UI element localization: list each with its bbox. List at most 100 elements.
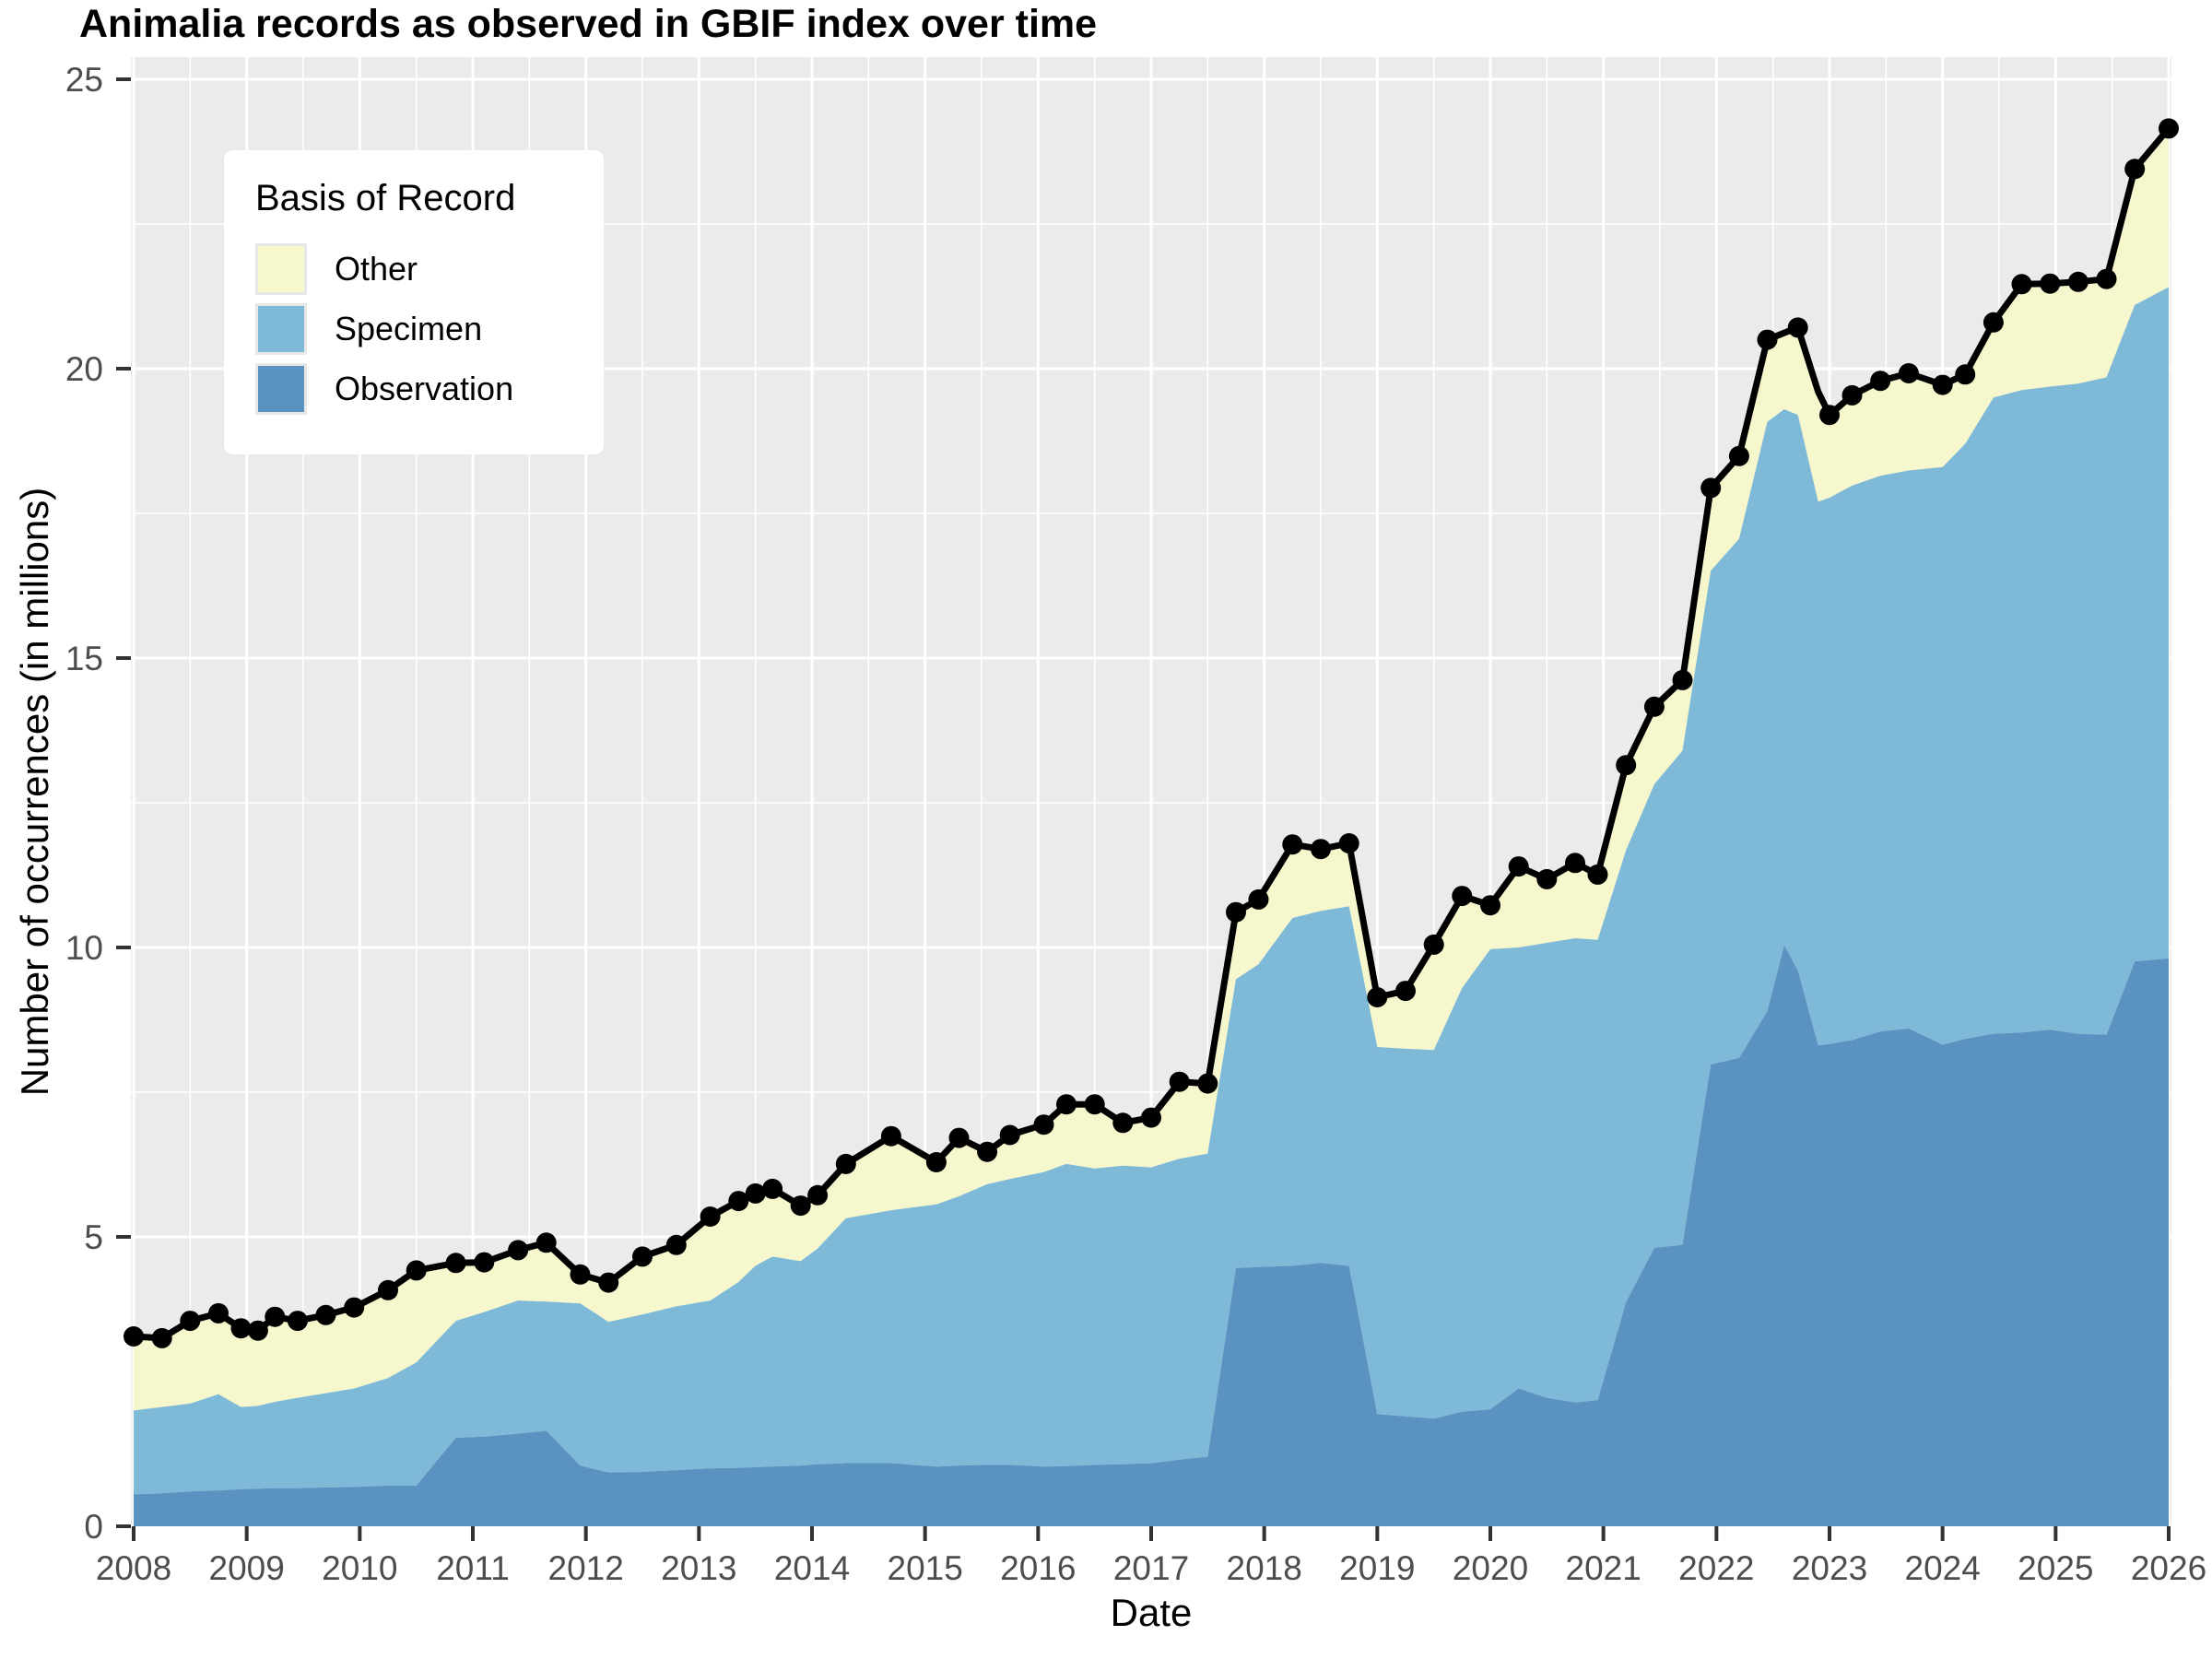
- total-point: [570, 1264, 591, 1285]
- x-tick-label: 2013: [661, 1549, 736, 1587]
- legend-label-observation: Observation: [335, 370, 514, 407]
- total-point: [1141, 1107, 1161, 1128]
- total-point: [1565, 853, 1585, 874]
- total-point: [1508, 856, 1529, 877]
- total-point: [1757, 329, 1778, 350]
- total-points: [124, 118, 2179, 1348]
- x-tick-label: 2018: [1227, 1549, 1302, 1587]
- x-tick-label: 2021: [1566, 1549, 1641, 1587]
- total-point: [700, 1206, 721, 1227]
- legend-title: Basis of Record: [255, 178, 516, 218]
- y-tick-label: 10: [65, 929, 103, 967]
- y-tick-labels: 0 5 10 15 20 25: [65, 61, 103, 1546]
- total-point: [1056, 1094, 1077, 1115]
- total-point: [1932, 374, 1953, 395]
- total-point: [1841, 384, 1863, 406]
- total-point: [728, 1191, 749, 1212]
- total-point: [1898, 363, 1919, 383]
- total-point: [208, 1302, 229, 1324]
- x-tick-label: 2009: [209, 1549, 285, 1587]
- total-point: [1423, 934, 1444, 955]
- y-tick-label: 15: [65, 640, 103, 677]
- total-point: [1311, 839, 1331, 860]
- total-point: [1338, 833, 1359, 853]
- y-tick-label: 20: [65, 350, 103, 388]
- x-tick-label: 2014: [774, 1549, 850, 1587]
- total-point: [1480, 895, 1500, 916]
- area-other: [134, 128, 2169, 1411]
- total-point: [1112, 1112, 1134, 1134]
- total-point: [124, 1326, 144, 1347]
- x-tick-label: 2017: [1113, 1549, 1189, 1587]
- total-point: [247, 1320, 268, 1341]
- total-point: [535, 1232, 557, 1253]
- axis-tick-marks: [116, 77, 2171, 1541]
- total-point: [1197, 1073, 1218, 1094]
- total-point: [1033, 1114, 1054, 1135]
- total-point: [1282, 834, 1303, 855]
- y-axis-title: Number of occurrences (in millions): [13, 487, 56, 1097]
- legend-item-specimen: Specimen: [255, 303, 604, 355]
- total-point: [1643, 696, 1665, 717]
- legend-item-other: Other: [255, 243, 604, 295]
- total-point: [948, 1127, 970, 1148]
- total-point: [1728, 445, 1749, 466]
- total-point: [378, 1279, 398, 1300]
- legend: Basis of Record Other Specimen Observati…: [224, 150, 604, 454]
- legend-swatch-observation-icon: [255, 363, 307, 415]
- total-point: [598, 1272, 619, 1293]
- total-point: [977, 1141, 998, 1162]
- total-point: [151, 1327, 172, 1348]
- area-specimen: [134, 287, 2169, 1495]
- total-point: [1955, 364, 1976, 385]
- total-point: [1616, 755, 1637, 776]
- legend-item-observation: Observation: [255, 363, 604, 415]
- total-point: [2040, 273, 2061, 294]
- total-point: [1536, 868, 1558, 889]
- total-point: [1870, 371, 1891, 392]
- x-tick-labels: 2008 2009 2010 2011 2012 2013 2014 2015 2016 2017…: [96, 1549, 2206, 1587]
- chart-title: Animalia records as observed in GBIF ind…: [79, 2, 1098, 46]
- total-point: [1169, 1071, 1190, 1092]
- total-point: [315, 1304, 336, 1325]
- total-point: [2159, 118, 2179, 139]
- total-point: [762, 1178, 783, 1199]
- legend-label-specimen: Specimen: [335, 310, 483, 347]
- x-tick-label: 2008: [96, 1549, 171, 1587]
- total-point: [1452, 886, 1473, 907]
- total-point: [406, 1260, 427, 1281]
- x-tick-label: 2020: [1453, 1549, 1528, 1587]
- total-point: [445, 1253, 466, 1274]
- x-tick-label: 2015: [888, 1549, 963, 1587]
- x-tick-label: 2024: [1905, 1549, 1981, 1587]
- total-point: [474, 1252, 495, 1273]
- y-tick-label: 5: [84, 1218, 103, 1256]
- total-point: [1672, 669, 1693, 690]
- total-point: [287, 1311, 308, 1332]
- x-tick-label: 2012: [548, 1549, 624, 1587]
- total-point: [925, 1152, 947, 1172]
- total-point: [1084, 1094, 1105, 1115]
- legend-swatch-specimen-icon: [255, 303, 307, 355]
- total-point: [508, 1240, 529, 1261]
- x-tick-label: 2016: [1000, 1549, 1076, 1587]
- x-tick-label: 2019: [1339, 1549, 1415, 1587]
- total-point: [880, 1125, 901, 1147]
- total-point: [2067, 271, 2088, 292]
- x-tick-label: 2023: [1792, 1549, 1867, 1587]
- total-point: [2096, 268, 2117, 289]
- area-observation: [134, 945, 2169, 1526]
- x-tick-label: 2026: [2131, 1549, 2206, 1587]
- total-point: [1367, 987, 1388, 1007]
- legend-swatch-other-icon: [255, 243, 307, 295]
- total-point: [230, 1318, 252, 1339]
- total-point: [1395, 981, 1416, 1002]
- total-point: [1226, 901, 1246, 923]
- total-point: [1700, 477, 1722, 499]
- total-point: [1248, 888, 1269, 910]
- x-tick-label: 2022: [1678, 1549, 1754, 1587]
- x-axis-title: Date: [1110, 1591, 1193, 1634]
- total-point: [344, 1297, 365, 1318]
- total-point: [180, 1311, 201, 1332]
- total-point: [1587, 864, 1608, 885]
